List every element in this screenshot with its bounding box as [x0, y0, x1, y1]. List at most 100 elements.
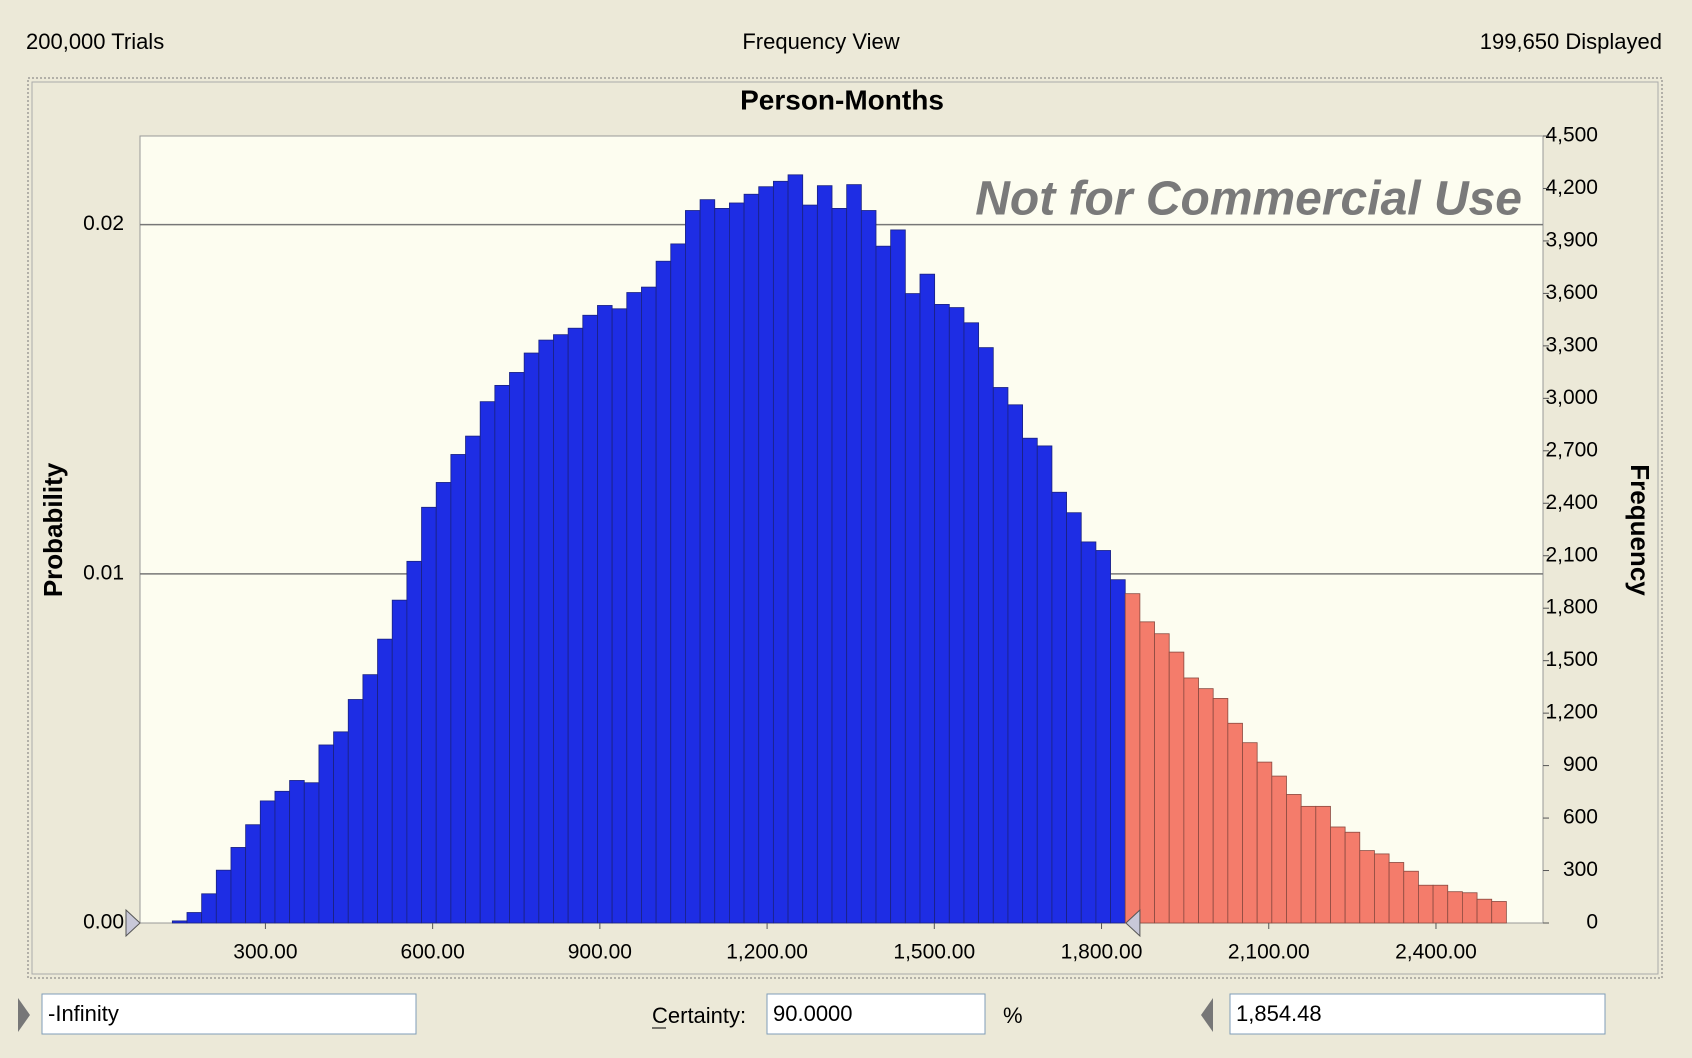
bar: [201, 893, 217, 924]
chart-title: Person-Months: [740, 84, 944, 115]
upper-arrow[interactable]: [1201, 998, 1213, 1032]
bar: [655, 260, 672, 924]
certainty-label: Certainty:: [652, 1003, 746, 1028]
y-tick-label: 4,200: [1545, 176, 1598, 199]
bar: [743, 193, 760, 924]
bar: [450, 454, 466, 924]
view-name: Frequency View: [742, 29, 899, 54]
x-tick-label: 300.00: [233, 941, 297, 964]
bar: [1300, 805, 1317, 924]
displayed: 199,650 Displayed: [1480, 29, 1662, 54]
bar: [1242, 742, 1258, 924]
y2-axis-label: Probability: [38, 462, 68, 597]
bar: [523, 352, 540, 924]
bar: [1461, 892, 1478, 924]
lower-grabber[interactable]: [125, 908, 141, 938]
bar: [860, 210, 877, 924]
upper-grabber[interactable]: [1125, 908, 1141, 938]
bar: [230, 847, 247, 924]
y-tick-label: 0: [1586, 911, 1598, 934]
bar: [1359, 850, 1375, 924]
bar: [509, 372, 525, 924]
bar: [758, 186, 774, 924]
bar: [714, 208, 730, 924]
upper-value: 1,854.48: [1236, 1001, 1322, 1026]
bar: [1051, 491, 1067, 924]
bar: [1066, 512, 1082, 924]
bar: [1388, 862, 1405, 924]
bar: [171, 920, 188, 924]
bar: [186, 912, 203, 924]
bar: [391, 599, 408, 924]
bar: [567, 327, 584, 924]
bar: [772, 180, 789, 924]
bar: [465, 435, 481, 924]
bar: [362, 674, 378, 924]
bar: [978, 347, 994, 924]
x-tick-label: 600.00: [401, 941, 465, 964]
bar: [992, 387, 1009, 924]
bar: [1154, 633, 1170, 924]
x-tick-label: 1,200.00: [726, 941, 808, 964]
bar: [421, 506, 437, 924]
bar: [303, 782, 320, 924]
bar: [1286, 794, 1302, 924]
lower-input[interactable]: [41, 993, 417, 1035]
bar: [435, 482, 452, 924]
bar: [494, 384, 510, 924]
y2-tick-label: 0.02: [83, 212, 124, 235]
bar: [1080, 541, 1097, 924]
bar: [1418, 884, 1434, 924]
x-tick-label: 2,400.00: [1395, 941, 1477, 964]
bar: [1315, 805, 1331, 924]
bar: [699, 199, 716, 924]
bar: [274, 790, 291, 924]
bar: [816, 185, 833, 924]
bar: [1022, 437, 1038, 924]
bar: [553, 334, 569, 924]
bar: [831, 208, 848, 924]
y-tick-label: 600: [1563, 806, 1598, 829]
y-tick-label: 900: [1563, 753, 1598, 776]
bar: [1036, 445, 1053, 924]
x-tick-label: 1,500.00: [893, 941, 975, 964]
bar: [890, 229, 906, 924]
bar: [1183, 677, 1199, 924]
bar: [538, 339, 554, 924]
certainty-unit: %: [1003, 1003, 1023, 1028]
bar: [729, 202, 745, 924]
lower-arrow[interactable]: [18, 998, 30, 1032]
bar: [1271, 775, 1287, 924]
bar: [1139, 621, 1155, 924]
y-tick-label: 2,700: [1545, 438, 1598, 461]
certainty-input[interactable]: [766, 993, 986, 1035]
watermark: Not for Commercial Use: [975, 173, 1522, 226]
bar: [1447, 891, 1463, 924]
bar: [846, 184, 862, 924]
bar: [611, 308, 628, 924]
bar: [948, 307, 965, 924]
bar: [1095, 550, 1111, 924]
bar: [1227, 722, 1243, 924]
bar: [259, 800, 276, 924]
bar: [1344, 831, 1361, 924]
y-tick-label: 2,100: [1545, 543, 1598, 566]
bar: [802, 204, 818, 924]
bar: [934, 304, 950, 924]
y-tick-label: 1,200: [1545, 701, 1598, 724]
bar: [1110, 579, 1126, 924]
bar: [582, 314, 598, 924]
bar: [1256, 761, 1273, 924]
x-tick-label: 1,800.00: [1061, 941, 1143, 964]
trials: 200,000 Trials: [26, 29, 164, 54]
y-tick-label: 3,900: [1545, 228, 1598, 251]
bar: [1374, 853, 1390, 924]
bar: [1491, 901, 1507, 924]
bar: [919, 273, 936, 924]
bar: [318, 744, 334, 924]
y2-tick-label: 0.00: [83, 911, 124, 934]
upper-input[interactable]: [1229, 993, 1606, 1035]
bar: [1432, 884, 1449, 924]
y-tick-label: 3,300: [1545, 333, 1598, 356]
bar: [215, 869, 232, 924]
